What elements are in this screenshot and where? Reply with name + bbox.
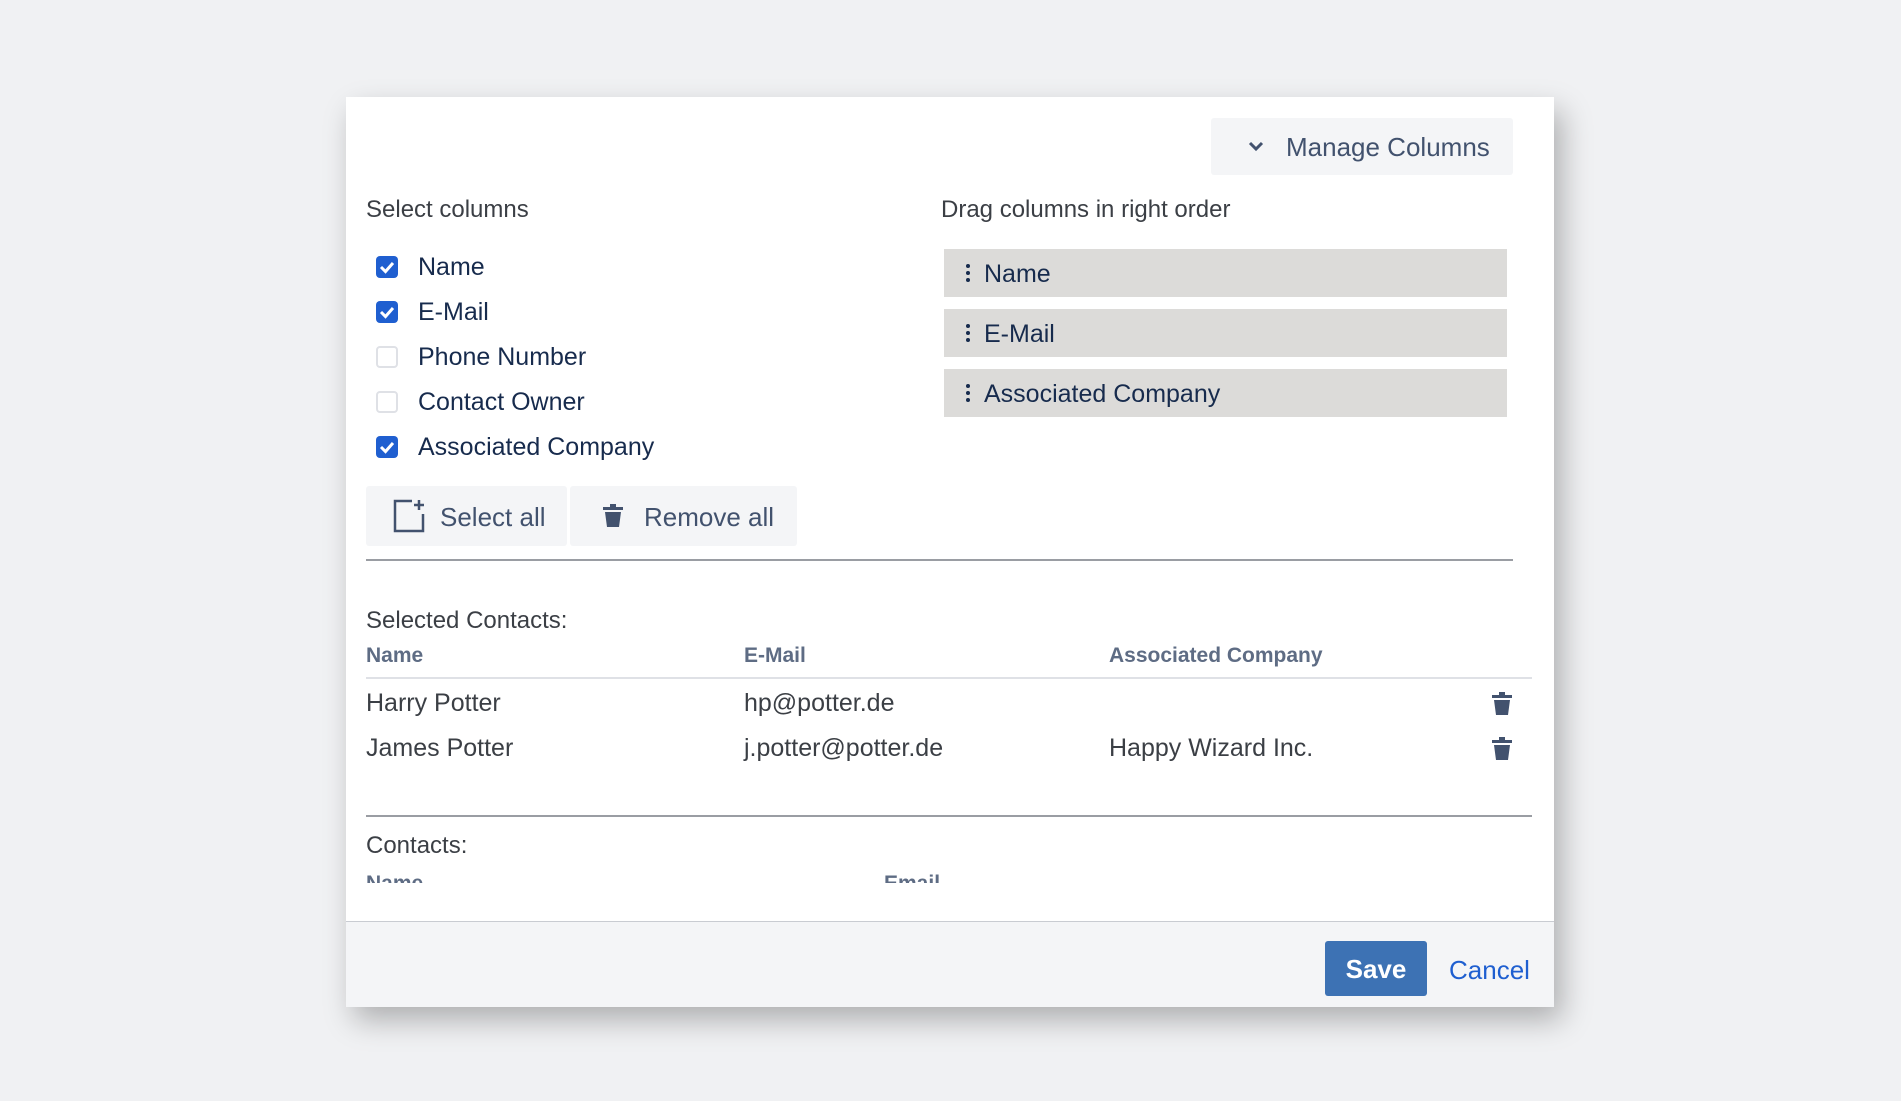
drag-item[interactable]: Associated Company xyxy=(944,369,1507,417)
contacts-table-clip: Name Email xyxy=(346,867,1554,883)
option-label: Name xyxy=(418,253,485,281)
divider xyxy=(366,815,1532,817)
drag-label: Name xyxy=(984,260,1051,288)
column-header: Email xyxy=(884,873,940,883)
section-title: Drag columns in right order xyxy=(941,196,1231,223)
drag-label: Associated Company xyxy=(984,380,1221,408)
section-title: Contacts: xyxy=(366,832,468,859)
checkbox[interactable] xyxy=(376,301,398,323)
section-title: Selected Contacts: xyxy=(366,607,568,634)
column-header: Name xyxy=(366,644,424,667)
check-mark xyxy=(379,442,395,454)
cell: Harry Potter xyxy=(366,689,501,717)
cell: j.potter@potter.de xyxy=(744,734,944,762)
drag-label: E-Mail xyxy=(984,320,1055,348)
column-header: Associated Company xyxy=(1109,644,1323,667)
select-all-button[interactable]: Select all xyxy=(366,486,567,546)
checkbox[interactable] xyxy=(376,256,398,278)
cancel-link[interactable]: Cancel xyxy=(1449,955,1530,985)
dialog: Manage Columns Select columns Drag colum… xyxy=(346,97,1554,1007)
checkbox[interactable] xyxy=(376,436,398,458)
button-label: Select all xyxy=(440,502,546,532)
checkbox[interactable] xyxy=(376,391,398,413)
drag-handle xyxy=(966,324,970,345)
footer: Save Cancel xyxy=(346,921,1554,1007)
option-label: Phone Number xyxy=(418,343,587,371)
drag-item[interactable]: Name xyxy=(944,249,1507,297)
button-label: Manage Columns xyxy=(1286,132,1490,162)
drag-item[interactable]: E-Mail xyxy=(944,309,1507,357)
drag-handle xyxy=(966,384,970,405)
option-label: Contact Owner xyxy=(418,388,585,416)
drag-handle xyxy=(966,264,970,285)
remove-all-button[interactable]: Remove all xyxy=(570,486,797,546)
select-all-icon xyxy=(393,499,425,533)
option-label: Associated Company xyxy=(418,433,655,461)
column-header: Name xyxy=(366,873,423,883)
button-label: Remove all xyxy=(644,502,775,532)
cell: Happy Wizard Inc. xyxy=(1109,734,1314,762)
check-mark xyxy=(379,307,395,319)
trash-icon xyxy=(603,504,623,527)
delete-row-icon[interactable] xyxy=(1491,692,1513,716)
option-label: E-Mail xyxy=(418,298,489,326)
checkbox[interactable] xyxy=(376,346,398,368)
button-label: Save xyxy=(1345,954,1407,984)
cell: hp@potter.de xyxy=(744,689,895,717)
save-button[interactable]: Save xyxy=(1325,941,1427,996)
check-mark xyxy=(379,262,395,274)
divider xyxy=(366,559,1513,561)
cell: James Potter xyxy=(366,734,514,762)
trash-icon xyxy=(1492,692,1512,715)
column-header: E-Mail xyxy=(744,644,806,667)
manage-columns-button[interactable]: Manage Columns xyxy=(1211,118,1513,175)
section-title: Select columns xyxy=(366,196,529,223)
delete-row-icon[interactable] xyxy=(1491,737,1513,761)
header-line xyxy=(366,677,1532,679)
trash-icon xyxy=(1492,737,1512,760)
chevron-icon xyxy=(1248,141,1264,152)
